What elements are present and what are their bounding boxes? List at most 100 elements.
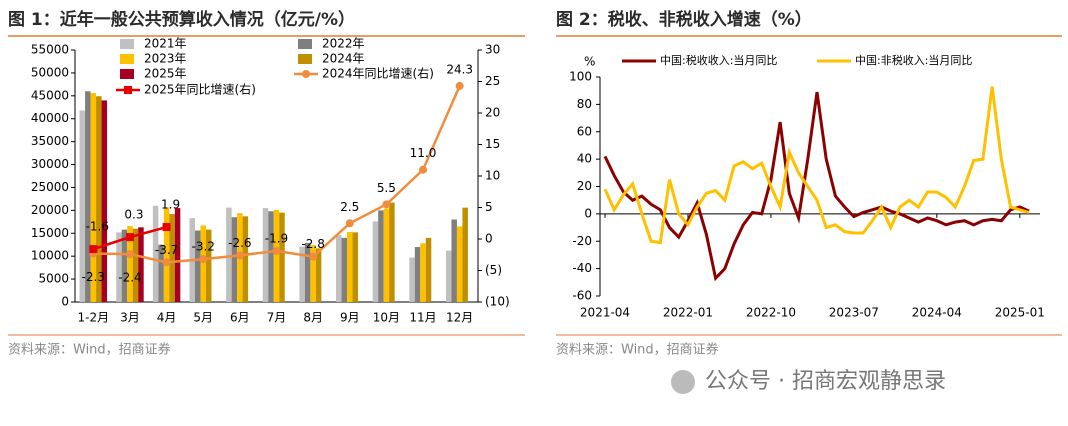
legend-swatch	[298, 54, 312, 64]
y2-tick-label: 10	[485, 169, 500, 183]
bar	[315, 248, 322, 302]
source: 资料来源：Wind，招商证券	[8, 342, 171, 358]
x-tick-label: 2024-04	[912, 306, 962, 320]
x-tick-label: 2022-01	[663, 306, 713, 320]
data-label: -3.7	[155, 243, 178, 257]
bar	[262, 208, 269, 302]
bar	[174, 208, 181, 302]
bar	[79, 110, 86, 302]
bar	[231, 217, 238, 302]
bar	[420, 243, 426, 302]
x-tick-label: 4月	[157, 311, 177, 325]
data-label: -3.2	[192, 240, 215, 254]
bar	[310, 245, 316, 302]
watermark: 公众号 · 招商宏观静思录	[705, 369, 946, 394]
y2-tick-label: 0	[485, 232, 493, 246]
marker	[125, 233, 134, 242]
bar	[116, 232, 122, 302]
y-tick-label: 45000	[31, 88, 69, 102]
data-label: 2.5	[340, 200, 359, 214]
bar	[352, 232, 359, 302]
marker	[272, 246, 281, 255]
bar	[85, 91, 91, 303]
bar	[445, 250, 452, 302]
legend-label: 2022年	[322, 37, 365, 51]
bar	[226, 207, 232, 302]
y-tick-label: 55000	[31, 43, 69, 57]
y-tick-label: 80	[577, 97, 592, 111]
bar	[242, 216, 249, 302]
x-tick-label: 12月	[446, 311, 473, 325]
marker	[199, 255, 208, 264]
y-tick-label: 35000	[31, 134, 69, 148]
x-tick-label: 10月	[373, 311, 400, 325]
y-tick-label: 10000	[31, 249, 69, 263]
data-label: -2.3	[82, 270, 105, 284]
bar	[409, 257, 415, 302]
source: 资料来源：Wind，招商证券	[556, 342, 719, 358]
data-label: 5.5	[377, 181, 396, 195]
series-line	[603, 91, 1030, 282]
bar	[389, 202, 395, 302]
bar	[456, 226, 463, 302]
y2-tick-label: 30	[485, 43, 500, 57]
y-tick-label: 40000	[31, 111, 69, 125]
bar	[158, 244, 164, 302]
data-label: 24.3	[446, 62, 473, 76]
marker	[125, 250, 134, 259]
bar	[194, 230, 201, 302]
bar	[299, 246, 305, 302]
series-line	[603, 86, 1030, 245]
bar	[101, 100, 108, 303]
bar	[96, 96, 102, 302]
bar	[163, 207, 170, 302]
bar	[462, 207, 468, 302]
x-tick-label: 2022-10	[746, 306, 796, 320]
y-tick-label: 60	[577, 124, 592, 138]
bar	[341, 237, 348, 302]
legend-label: 2025年同比增速(右)	[144, 82, 256, 97]
legend-label: 2024年	[322, 52, 365, 66]
y-tick-label: -40	[572, 261, 592, 275]
legend-swatch	[298, 39, 312, 49]
data-label: -1.6	[86, 220, 109, 234]
data-label: -1.9	[265, 231, 288, 245]
x-tick-label: 1-2月	[78, 311, 110, 325]
legend-label: 2021年	[144, 37, 187, 51]
legend-swatch	[120, 69, 134, 79]
x-tick-label: 11月	[409, 311, 436, 325]
data-label: -2.6	[228, 236, 251, 250]
bar	[378, 210, 384, 302]
chart-title: 图 2：税收、非税收入增速（%）	[556, 9, 812, 30]
bar	[273, 209, 280, 302]
x-tick-label: 7月	[267, 311, 287, 325]
legend-label: 中国:非税收入:当月同比	[855, 53, 972, 67]
bar	[279, 212, 285, 302]
data-label: -2.8	[301, 237, 324, 251]
wechat-icon	[671, 370, 695, 394]
y-tick-label: -20	[572, 234, 592, 248]
legend-swatch	[124, 86, 132, 94]
marker	[382, 200, 391, 209]
bar	[451, 219, 457, 302]
bar	[268, 211, 274, 302]
y-tick-label: 0	[584, 206, 592, 220]
bar	[152, 205, 159, 302]
marker	[309, 252, 318, 261]
y2-tick-label: 25	[485, 74, 500, 88]
bar	[169, 214, 175, 302]
x-tick-label: 2025-01	[995, 306, 1045, 320]
legend-swatch	[120, 39, 134, 49]
y-tick-label: 40	[577, 152, 592, 166]
y2-tick-label: 15	[485, 137, 500, 151]
bar	[414, 247, 421, 302]
marker	[162, 223, 171, 232]
x-tick-label: 5月	[193, 311, 213, 325]
legend-swatch	[120, 54, 134, 64]
bar	[336, 235, 342, 302]
bar	[383, 208, 390, 302]
x-tick-label: 8月	[303, 311, 323, 325]
y-tick-label: 15000	[31, 226, 69, 240]
bar	[127, 225, 133, 302]
